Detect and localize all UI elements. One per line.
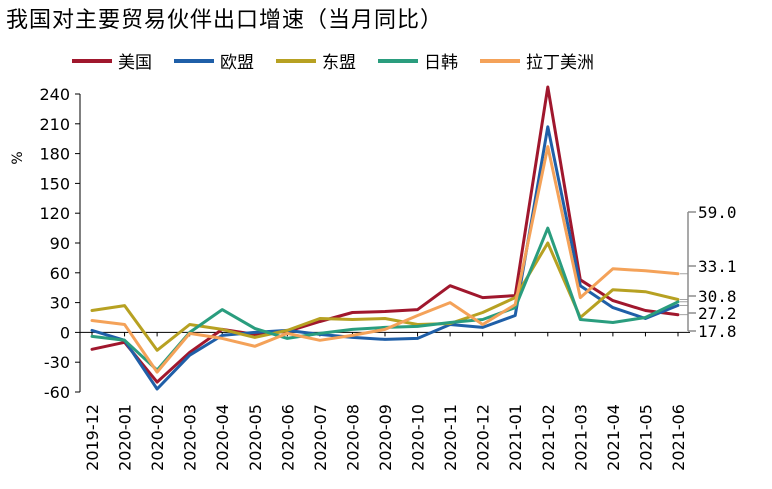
legend-swatch-1 [174, 58, 214, 63]
x-tick-label-3: 2020-03 [181, 404, 200, 471]
legend-label-1: 欧盟 [220, 53, 254, 73]
legend-label-3: 日韩 [424, 53, 458, 73]
legend-item-3: 日韩 [378, 48, 458, 73]
x-tick-label-6: 2020-06 [278, 404, 297, 471]
end-label-2: 30.8 [698, 287, 737, 306]
x-tick-label-7: 2020-07 [311, 404, 330, 471]
legend-label-0: 美国 [118, 53, 152, 73]
legend-label-4: 拉丁美洲 [526, 53, 594, 73]
y-tick-label-10: -60 [44, 383, 70, 402]
end-label-1: 33.1 [698, 257, 737, 276]
x-tick-label-10: 2020-10 [409, 404, 428, 471]
y-tick-label-6: 60 [50, 264, 70, 283]
legend-label-2: 东盟 [322, 53, 356, 73]
end-label-0: 59.0 [698, 203, 737, 222]
y-tick-label-7: 30 [50, 294, 70, 313]
x-tick-label-8: 2020-08 [343, 404, 362, 471]
x-tick-label-12: 2020-12 [474, 404, 493, 471]
legend-swatch-3 [378, 58, 418, 63]
x-tick-label-2: 2020-02 [148, 404, 167, 471]
x-tick-label-4: 2020-04 [213, 404, 232, 471]
x-tick-label-0: 2019-12 [83, 404, 102, 471]
end-label-4: 17.8 [698, 322, 737, 341]
legend-swatch-4 [480, 58, 520, 63]
y-axis-label: % [10, 151, 26, 164]
series-line-3 [90, 226, 680, 372]
end-label-3: 27.2 [698, 304, 737, 323]
legend-item-4: 拉丁美洲 [480, 48, 594, 73]
chart-title: 我国对主要贸易伙伴出口增速（当月同比） [6, 8, 444, 33]
x-tick-label-13: 2021-01 [506, 404, 525, 471]
legend-swatch-2 [276, 58, 316, 63]
series-line-4 [90, 145, 680, 374]
x-tick-label-15: 2021-03 [571, 404, 590, 471]
y-tick-label-8: 0 [60, 323, 70, 342]
x-tick-label-17: 2021-05 [636, 404, 655, 471]
series-line-0 [90, 85, 680, 384]
y-tick-label-4: 120 [39, 204, 70, 223]
x-tick-label-14: 2021-02 [539, 404, 558, 471]
y-tick-label-5: 90 [50, 234, 70, 253]
legend-item-2: 东盟 [276, 48, 356, 73]
x-tick-label-5: 2020-05 [246, 404, 265, 471]
x-tick-label-1: 2020-01 [116, 404, 135, 471]
y-tick-label-1: 210 [39, 115, 70, 134]
series-line-1 [90, 125, 680, 391]
y-tick-label-9: -30 [44, 353, 70, 372]
legend-swatch-0 [72, 58, 112, 63]
x-tick-label-18: 2021-06 [669, 404, 688, 471]
y-tick-label-2: 180 [39, 145, 70, 164]
y-tick-label-0: 240 [39, 85, 70, 104]
x-tick-label-9: 2020-09 [376, 404, 395, 471]
legend-item-0: 美国 [72, 48, 152, 73]
x-tick-label-16: 2021-04 [604, 404, 623, 471]
x-tick-label-11: 2020-11 [441, 404, 460, 471]
y-tick-label-3: 150 [39, 174, 70, 193]
chart-legend: 美国 欧盟 东盟 日韩 拉丁美洲 [72, 48, 616, 73]
legend-item-1: 欧盟 [174, 48, 254, 73]
